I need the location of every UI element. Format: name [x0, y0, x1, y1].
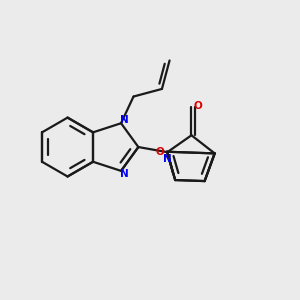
Text: N: N	[120, 169, 129, 179]
Text: O: O	[155, 147, 164, 157]
Text: N: N	[120, 115, 129, 125]
Text: O: O	[194, 101, 202, 111]
Text: N: N	[163, 154, 172, 164]
